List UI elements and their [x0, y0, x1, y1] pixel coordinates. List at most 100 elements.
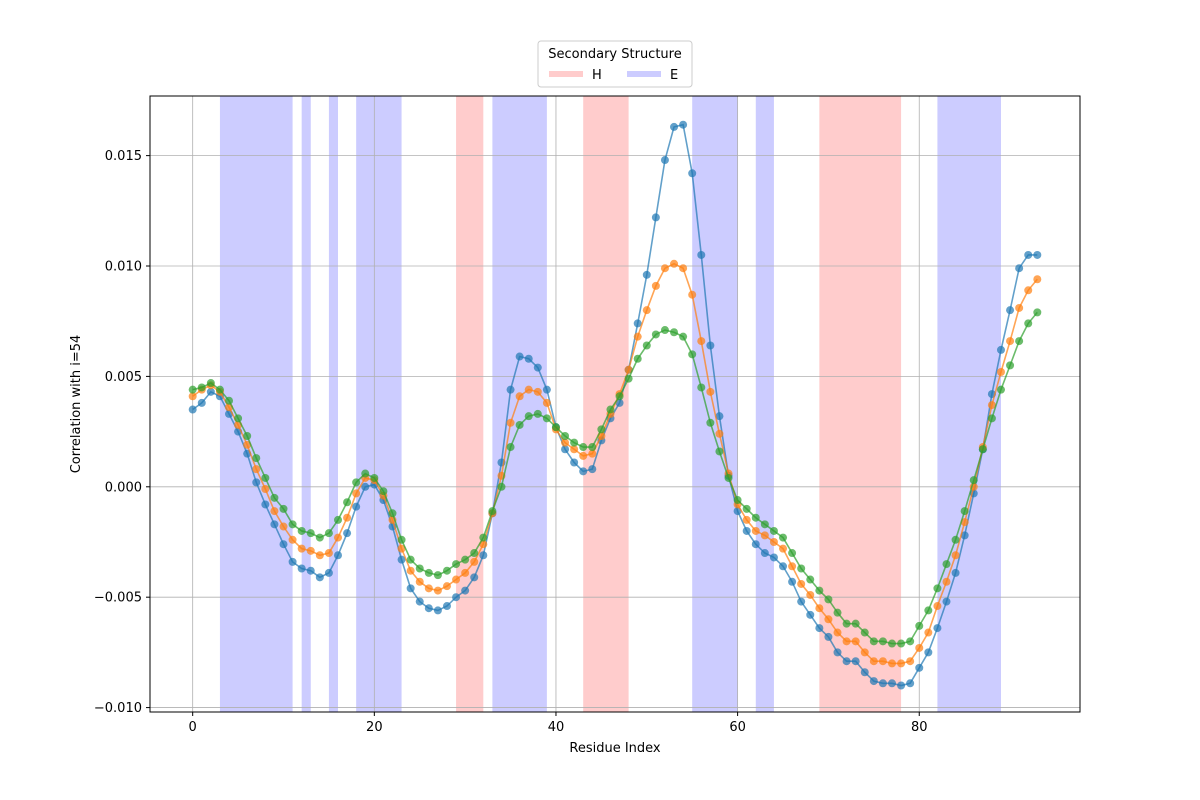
- region-e-8: [755, 96, 774, 712]
- series-2-point: [688, 350, 697, 359]
- series-0-point: [397, 555, 406, 564]
- series-0-point: [833, 648, 842, 657]
- series-2-point: [933, 584, 942, 593]
- series-2-point: [724, 473, 733, 482]
- series-0-point: [452, 593, 461, 602]
- series-1-point: [933, 602, 942, 611]
- series-2-point: [533, 409, 542, 418]
- region-e-0: [219, 96, 293, 712]
- series-2-point: [488, 507, 497, 516]
- series-0-point: [442, 602, 451, 611]
- series-0-point: [942, 597, 951, 606]
- series-1-point: [742, 515, 751, 524]
- series-0-point: [361, 482, 370, 491]
- series-2-point: [1006, 361, 1015, 370]
- series-0-point: [324, 568, 333, 577]
- series-0-point: [715, 412, 724, 421]
- legend-title: Secondary Structure: [548, 47, 681, 62]
- series-0-point: [779, 562, 788, 571]
- region-h-4: [456, 96, 484, 712]
- series-1-point: [651, 281, 660, 290]
- series-2-point: [1024, 319, 1033, 328]
- series-2-point: [742, 504, 751, 513]
- series-2-point: [388, 509, 397, 518]
- series-2-point: [897, 639, 906, 648]
- y-tick-label: 0.015: [105, 149, 142, 164]
- series-0-point: [424, 604, 433, 613]
- x-tick-label: 20: [366, 720, 383, 735]
- series-0-point: [788, 577, 797, 586]
- series-2-point: [570, 438, 579, 447]
- series-2-point: [406, 555, 415, 564]
- series-2-point: [352, 478, 361, 487]
- series-2-point: [788, 549, 797, 558]
- series-2-point: [751, 513, 760, 522]
- series-0-point: [288, 557, 297, 566]
- legend-swatch-h: [549, 71, 583, 77]
- series-2-point: [279, 504, 288, 513]
- series-0-point: [524, 354, 533, 363]
- series-1-point: [888, 659, 897, 668]
- series-2-point: [642, 341, 651, 350]
- series-1-point: [670, 259, 679, 268]
- series-1-point: [433, 586, 442, 595]
- series-2-point: [361, 469, 370, 478]
- y-axis-label: Correlation with i=54: [69, 335, 84, 474]
- legend-label-e: E: [670, 68, 678, 83]
- series-1-point: [915, 643, 924, 652]
- x-tick-label: 80: [911, 720, 928, 735]
- series-1-point: [442, 582, 451, 591]
- series-0-point: [570, 458, 579, 467]
- y-tick-label: 0.005: [105, 370, 142, 385]
- series-0-point: [1015, 264, 1024, 273]
- legend-swatch-e: [627, 71, 661, 77]
- series-0-point: [824, 632, 833, 641]
- series-2-point: [234, 414, 243, 423]
- series-2-point: [470, 549, 479, 558]
- series-1-point: [878, 657, 887, 666]
- series-2-point: [987, 414, 996, 423]
- series-0-point: [588, 465, 597, 474]
- series-1-point: [906, 657, 915, 666]
- series-2-point: [651, 330, 660, 339]
- region-e-1: [301, 96, 311, 712]
- series-0-point: [1006, 306, 1015, 315]
- series-1-point: [869, 657, 878, 666]
- series-1-point: [851, 637, 860, 646]
- series-1-point: [188, 392, 197, 401]
- series-1-point: [588, 449, 597, 458]
- series-1-point: [288, 535, 297, 544]
- series-1-point: [642, 306, 651, 315]
- series-0-point: [651, 213, 660, 222]
- series-0-line: [192, 123, 1038, 687]
- series-1-point: [579, 451, 588, 460]
- x-tick-label: 40: [548, 720, 565, 735]
- series-1-point: [506, 418, 515, 427]
- series-1-point: [833, 628, 842, 637]
- series-1-point: [706, 387, 715, 396]
- series-0-point: [878, 679, 887, 688]
- axis-ticks: 0 20 40 60 80 −0.010 −0.005 0.000 0.005 0.010 0.01…: [94, 149, 928, 735]
- series-0-point: [579, 467, 588, 476]
- series-1-point: [1006, 337, 1015, 346]
- series-1-point: [1015, 303, 1024, 312]
- series-1-point: [561, 438, 570, 447]
- series-0-point: [433, 606, 442, 615]
- series-0-point: [742, 526, 751, 535]
- series-2-point: [706, 418, 715, 427]
- series-2: [188, 308, 1042, 648]
- series-2-point: [615, 392, 624, 401]
- series-1-point: [1024, 286, 1033, 295]
- series-0-point: [470, 573, 479, 582]
- series-0-point: [642, 270, 651, 279]
- series-0-point: [261, 500, 270, 509]
- series-2-point: [243, 432, 252, 441]
- series-2-point: [188, 385, 197, 394]
- series-1-point: [897, 659, 906, 668]
- series-2-point: [951, 535, 960, 544]
- series-2-point: [324, 529, 333, 538]
- legend-label-h: H: [592, 68, 602, 83]
- series-0-point: [815, 624, 824, 633]
- series-0-point: [924, 648, 933, 657]
